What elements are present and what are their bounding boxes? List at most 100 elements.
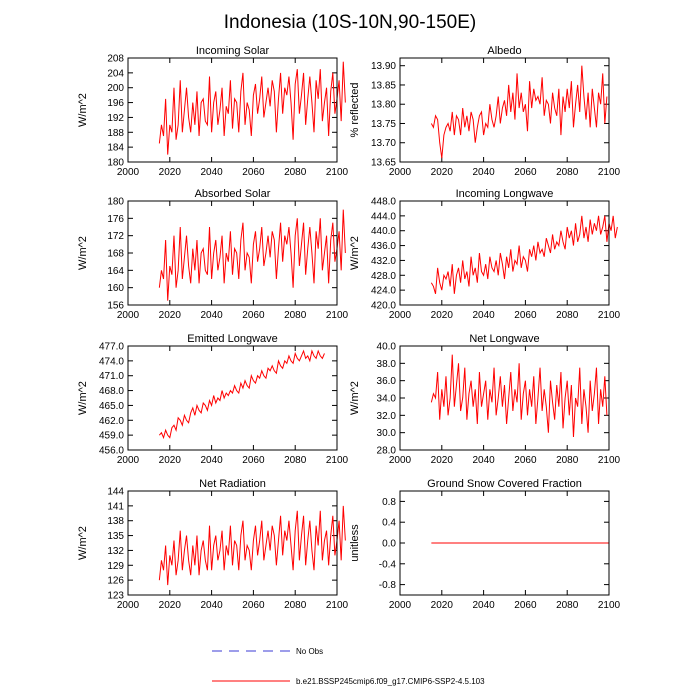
panel-absorbed-solar-ytick-label: 160 (107, 283, 124, 294)
panel-emitted-longwave-ytick-label: 468.0 (99, 386, 124, 397)
panel-incoming-solar-ytick-label: 200 (107, 83, 124, 94)
panel-albedo-xtick-label: 2000 (389, 167, 412, 178)
panel-net-longwave-xtick-label: 2100 (598, 455, 621, 466)
panel-net-radiation-xtick-label: 2080 (284, 600, 307, 611)
panel-absorbed-solar-ylabel: W/m^2 (77, 236, 89, 270)
figure-title: Indonesia (10S-10N,90-150E) (224, 12, 476, 33)
panel-albedo-ytick-label: 13.80 (371, 100, 396, 111)
panel-albedo: Albedo % reflected 13.65 13.70 13.75 13.80 13.… (349, 45, 621, 178)
panel-absorbed-solar-xtick-label: 2000 (117, 310, 140, 321)
panel-emitted-longwave-frame (127, 345, 338, 451)
panel-incoming-solar-ytick-label: 184 (107, 143, 124, 154)
panel-incoming-longwave-xtick-label: 2060 (514, 310, 537, 321)
panel-albedo-title: Albedo (487, 45, 521, 57)
panel-emitted-longwave-xtick-label: 2060 (242, 455, 265, 466)
panel-albedo-xtick-label: 2040 (472, 167, 495, 178)
panel-ground-snow-covered-fraction: Ground Snow Covered Fraction unitless -0.8… (349, 478, 621, 611)
panel-absorbed-solar-series-line (158, 209, 346, 301)
panel-incoming-longwave-frame (399, 200, 610, 306)
panel-ground-snow-covered-fraction-xtick-label: 2060 (514, 600, 537, 611)
panel-incoming-longwave-ytick-label: 440.0 (371, 226, 396, 237)
panel-net-longwave-ytick-label: 32.0 (377, 411, 397, 422)
legend-obs-label: No Obs (296, 647, 323, 656)
panel-emitted-longwave-ytick-label: 477.0 (99, 342, 124, 353)
panel-net-longwave-title: Net Longwave (469, 333, 539, 345)
panel-ground-snow-covered-fraction-ytick-label: 0.4 (382, 518, 396, 529)
panel-net-longwave-ytick-label: 30.0 (377, 428, 397, 439)
panel-incoming-solar-xtick-label: 2060 (242, 167, 265, 178)
panel-absorbed-solar-xtick-label: 2020 (159, 310, 182, 321)
panel-ground-snow-covered-fraction-xtick-label: 2000 (389, 600, 412, 611)
panel-net-radiation-series-line (158, 505, 346, 586)
panel-incoming-solar: Incoming Solar W/m^2 180 184 188 192 196 200 204… (77, 45, 349, 178)
panel-net-radiation-ytick-label: 132 (107, 546, 124, 557)
panel-net-radiation-ytick-label: 138 (107, 516, 124, 527)
panel-albedo-series-line (430, 65, 608, 159)
panel-incoming-solar-title: Incoming Solar (196, 45, 270, 57)
panel-absorbed-solar-title: Absorbed Solar (195, 188, 271, 200)
panel-net-longwave-ytick-label: 38.0 (377, 359, 397, 370)
panel-net-radiation-ytick-label: 141 (107, 501, 124, 512)
panels: Incoming Solar W/m^2 180 184 188 192 196 200 204… (77, 45, 621, 611)
panel-incoming-longwave-xtick-label: 2000 (389, 310, 412, 321)
panel-emitted-longwave-xtick-label: 2040 (200, 455, 223, 466)
panel-albedo-ytick-label: 13.70 (371, 138, 396, 149)
panel-net-radiation-xtick-label: 2040 (200, 600, 223, 611)
legend: No Obs b.e21.BSSP245cmip6.f09_g17.CMIP6-… (212, 647, 485, 686)
panel-net-radiation-title: Net Radiation (199, 478, 266, 490)
panel-absorbed-solar: Absorbed Solar W/m^2 156 160 164 168 172 176 180… (77, 188, 349, 321)
panel-albedo-ytick-label: 13.75 (371, 119, 396, 130)
panel-net-radiation-xtick-label: 2000 (117, 600, 140, 611)
panel-emitted-longwave-ylabel: W/m^2 (77, 381, 89, 415)
panel-incoming-solar-ytick-label: 208 (107, 54, 124, 65)
panel-absorbed-solar-ytick-label: 156 (107, 301, 124, 312)
panel-incoming-longwave-xtick-label: 2040 (472, 310, 495, 321)
panel-emitted-longwave-ytick-label: 456.0 (99, 446, 124, 457)
panel-incoming-solar-xtick-label: 2040 (200, 167, 223, 178)
panel-incoming-longwave-series-line (430, 215, 618, 294)
panel-net-longwave-ytick-label: 36.0 (377, 376, 397, 387)
panel-net-longwave: Net Longwave W/m^2 28.0 30.0 32.0 34.0 36.0 38.… (349, 333, 621, 466)
panel-incoming-longwave-ytick-label: 436.0 (371, 241, 396, 252)
panel-incoming-longwave-ytick-label: 428.0 (371, 271, 396, 282)
panel-emitted-longwave-title: Emitted Longwave (187, 333, 278, 345)
panel-albedo-xtick-label: 2020 (431, 167, 454, 178)
panel-incoming-longwave-xtick-label: 2020 (431, 310, 454, 321)
panel-net-radiation-xtick-label: 2100 (326, 600, 349, 611)
panel-absorbed-solar-frame (127, 200, 338, 306)
panel-net-radiation-ytick-label: 129 (107, 561, 124, 572)
panel-albedo-ytick-label: 13.90 (371, 61, 396, 72)
panel-emitted-longwave-series-line (158, 349, 325, 440)
panel-incoming-solar-ytick-label: 180 (107, 158, 124, 169)
panel-net-longwave-xtick-label: 2040 (472, 455, 495, 466)
panel-net-longwave-ytick-label: 28.0 (377, 446, 397, 457)
panel-incoming-solar-xtick-label: 2020 (159, 167, 182, 178)
panel-incoming-solar-ytick-label: 192 (107, 113, 124, 124)
panel-net-radiation-ytick-label: 135 (107, 531, 124, 542)
panel-ground-snow-covered-fraction-xtick-label: 2080 (556, 600, 579, 611)
panel-albedo-xtick-label: 2060 (514, 167, 537, 178)
panel-incoming-longwave-title: Incoming Longwave (456, 188, 554, 200)
panel-ground-snow-covered-fraction-ytick-label: -0.8 (379, 580, 397, 591)
panel-net-radiation-xtick-label: 2060 (242, 600, 265, 611)
panel-incoming-longwave-ytick-label: 448.0 (371, 197, 396, 208)
panel-absorbed-solar-xtick-label: 2060 (242, 310, 265, 321)
panel-emitted-longwave-ytick-label: 471.0 (99, 371, 124, 382)
panel-incoming-longwave-xtick-label: 2080 (556, 310, 579, 321)
panel-ground-snow-covered-fraction-xtick-label: 2100 (598, 600, 621, 611)
panel-net-radiation-frame (127, 490, 338, 596)
panel-incoming-longwave-ylabel: W/m^2 (349, 236, 361, 270)
panel-incoming-longwave-ytick-label: 420.0 (371, 301, 396, 312)
panel-net-radiation-ylabel: W/m^2 (77, 526, 89, 560)
panel-incoming-solar-series-line (158, 61, 346, 155)
panel-emitted-longwave-ytick-label: 459.0 (99, 431, 124, 442)
panel-albedo-frame (399, 57, 610, 163)
panel-incoming-solar-xtick-label: 2080 (284, 167, 307, 178)
panel-albedo-xtick-label: 2100 (598, 167, 621, 178)
panel-incoming-longwave-ytick-label: 432.0 (371, 256, 396, 267)
panel-ground-snow-covered-fraction-xtick-label: 2040 (472, 600, 495, 611)
panel-albedo-xtick-label: 2080 (556, 167, 579, 178)
panel-emitted-longwave-xtick-label: 2100 (326, 455, 349, 466)
panel-ground-snow-covered-fraction-ytick-label: 0.0 (382, 539, 396, 550)
